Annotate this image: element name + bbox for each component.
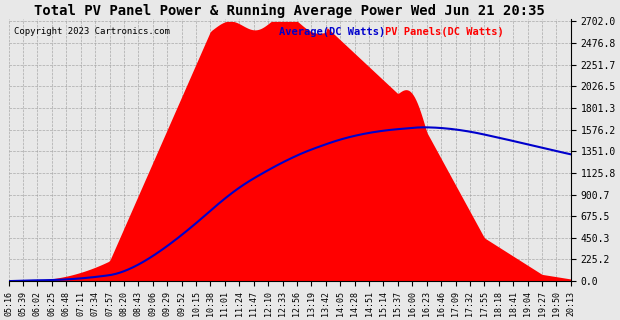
Text: PV Panels(DC Watts): PV Panels(DC Watts): [386, 27, 504, 37]
Text: Average(DC Watts): Average(DC Watts): [278, 27, 385, 37]
Text: Copyright 2023 Cartronics.com: Copyright 2023 Cartronics.com: [14, 27, 170, 36]
Title: Total PV Panel Power & Running Average Power Wed Jun 21 20:35: Total PV Panel Power & Running Average P…: [34, 4, 545, 18]
